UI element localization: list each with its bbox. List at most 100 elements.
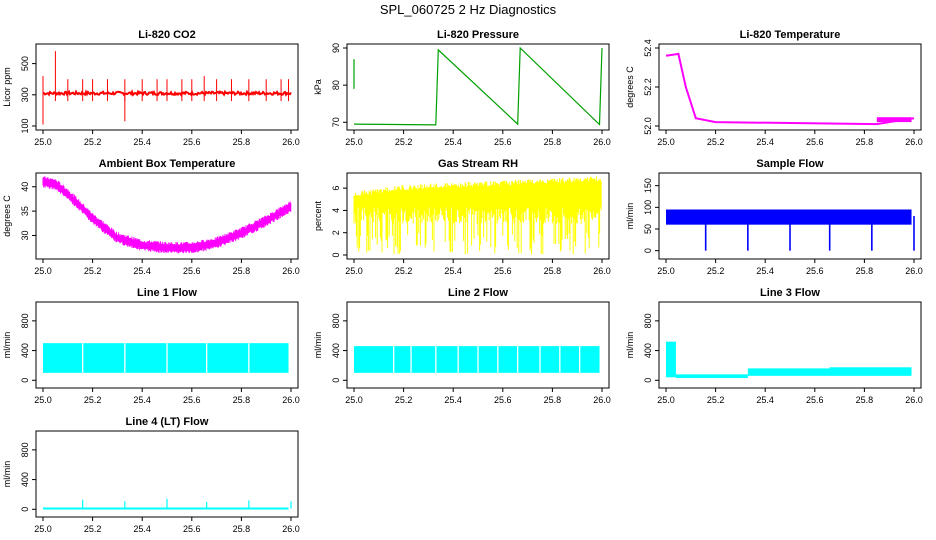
page-title: SPL_060725 2 Hz Diagnostics	[379, 2, 557, 17]
y-axis-label-ambient: degrees C	[2, 195, 12, 237]
panel-title-rh: Gas Stream RH	[438, 158, 518, 170]
series-line4	[43, 498, 292, 510]
flow-band-line2	[354, 346, 600, 373]
panel-line3: Line 3 Flow ml/min 25.0 25.2 25.4 25.6 25.8 26.…	[625, 287, 923, 405]
y-tick-label: 0	[20, 507, 30, 512]
y-tick-label: 2	[331, 230, 341, 235]
x-tick-label: 25.2	[707, 137, 725, 147]
y-tick-label: 52.2	[643, 78, 653, 96]
temp-end-band	[876, 117, 912, 123]
y-tick-label: 400	[331, 343, 341, 358]
y-tick-label: 4	[331, 208, 341, 213]
x-tick-label: 26.0	[282, 524, 300, 534]
series-ambient	[42, 176, 292, 254]
panel-rh: Gas Stream RH percent 25.0 25.2 25.4 25.6 25.8…	[313, 158, 611, 276]
x-tick-label: 25.0	[34, 137, 52, 147]
x-tick-label: 25.0	[34, 266, 52, 276]
y-tick-label: 70	[331, 117, 341, 127]
panel-line4: Line 4 (LT) Flow ml/min 25.0 25.2 25.4 25.6 25…	[2, 416, 300, 534]
x-tick-label: 25.2	[84, 395, 102, 405]
x-tick-label: 25.6	[494, 137, 512, 147]
x-tick-label: 25.8	[544, 395, 562, 405]
x-tick-label: 25.2	[84, 524, 102, 534]
x-tick-label: 26.0	[593, 266, 611, 276]
plot-frame-co2	[35, 43, 299, 131]
x-tick-label: 25.8	[856, 266, 874, 276]
x-tick-label: 25.0	[34, 395, 52, 405]
ambient-trace	[42, 176, 292, 254]
plot-frame-temperature	[658, 43, 922, 131]
y-tick-label: 35	[20, 206, 30, 216]
y-axis-label-pressure: kPa	[313, 79, 323, 95]
x-tick-label: 26.0	[593, 395, 611, 405]
trace-pressure	[353, 46, 603, 126]
plot-frame-sample	[658, 172, 922, 260]
x-tick-label: 26.0	[282, 395, 300, 405]
y-tick-label: 500	[20, 56, 30, 71]
x-tick-label: 25.4	[133, 137, 151, 147]
panel-title-line1: Line 1 Flow	[137, 287, 197, 299]
y-tick-label: 0	[643, 378, 653, 383]
series-line3	[666, 341, 912, 379]
y-tick-label: 52.0	[643, 117, 653, 135]
y-axis-label-line1: ml/min	[2, 332, 12, 359]
y-tick-label: 400	[643, 343, 653, 358]
x-tick-label: 26.0	[905, 266, 923, 276]
x-tick-label: 25.2	[84, 266, 102, 276]
y-tick-label: 800	[643, 313, 653, 328]
x-tick-label: 25.0	[657, 395, 675, 405]
x-tick-label: 25.0	[345, 395, 363, 405]
x-tick-label: 25.4	[133, 524, 151, 534]
panel-title-pressure: Li-820 Pressure	[437, 29, 519, 41]
y-tick-label: 30	[20, 230, 30, 240]
y-axis-label-sample: ml/min	[625, 203, 635, 230]
x-tick-label: 25.2	[395, 137, 413, 147]
x-tick-label: 25.0	[345, 266, 363, 276]
panel-sample: Sample Flow ml/min 25.0 25.2 25.4 25.6 25.8 26.…	[625, 158, 923, 276]
x-tick-label: 25.0	[657, 137, 675, 147]
y-tick-label: 800	[20, 313, 30, 328]
x-tick-label: 25.8	[856, 137, 874, 147]
x-tick-label: 26.0	[282, 266, 300, 276]
flow-band-line1	[43, 343, 289, 373]
x-tick-label: 25.6	[494, 395, 512, 405]
y-tick-label: 0	[331, 252, 341, 257]
x-tick-label: 25.6	[183, 137, 201, 147]
x-tick-label: 25.4	[133, 266, 151, 276]
plot-frame-line2	[346, 301, 610, 389]
x-tick-label: 25.4	[444, 395, 462, 405]
panel-title-ambient: Ambient Box Temperature	[99, 158, 236, 170]
y-tick-label: 50	[643, 224, 653, 234]
panel-temperature: Li-820 Temperature degrees C 25.0 25.2 25.4 2…	[625, 29, 923, 147]
panel-title-line4: Line 4 (LT) Flow	[126, 416, 209, 428]
y-tick-label: 0	[643, 248, 653, 253]
y-tick-label: 400	[20, 343, 30, 358]
x-tick-label: 25.2	[395, 395, 413, 405]
x-tick-label: 25.4	[756, 395, 774, 405]
series-rh	[353, 176, 602, 255]
x-tick-label: 25.8	[856, 395, 874, 405]
y-axis-label-line3: ml/min	[625, 332, 635, 359]
y-tick-label: 800	[331, 313, 341, 328]
series-line2	[354, 346, 600, 373]
trace-temperature	[665, 52, 915, 126]
x-tick-label: 25.6	[806, 137, 824, 147]
x-tick-label: 25.6	[183, 524, 201, 534]
x-tick-label: 25.8	[544, 137, 562, 147]
panel-ambient: Ambient Box Temperature degrees C 25.0 25.2…	[2, 158, 300, 276]
line3-low	[675, 374, 748, 379]
x-tick-label: 25.2	[395, 266, 413, 276]
series-line1	[43, 343, 289, 373]
panel-title-sample: Sample Flow	[756, 158, 824, 170]
y-tick-label: 52.4	[643, 39, 653, 57]
panel-line1: Line 1 Flow ml/min 25.0 25.2 25.4 25.6 25.8 26.…	[2, 287, 300, 405]
plot-frame-line3	[658, 301, 922, 389]
panel-co2: Li-820 CO2 Licor ppm 25.0 25.2 25.4 25.6 25.8 2…	[2, 29, 300, 147]
plot-frame-line4	[35, 430, 299, 518]
y-tick-label: 100	[643, 200, 653, 215]
y-tick-label: 800	[20, 442, 30, 457]
panel-line2: Line 2 Flow ml/min 25.0 25.2 25.4 25.6 25.8 26.…	[313, 287, 611, 405]
x-tick-label: 25.8	[233, 524, 251, 534]
x-tick-label: 25.6	[183, 266, 201, 276]
x-tick-label: 25.6	[494, 266, 512, 276]
